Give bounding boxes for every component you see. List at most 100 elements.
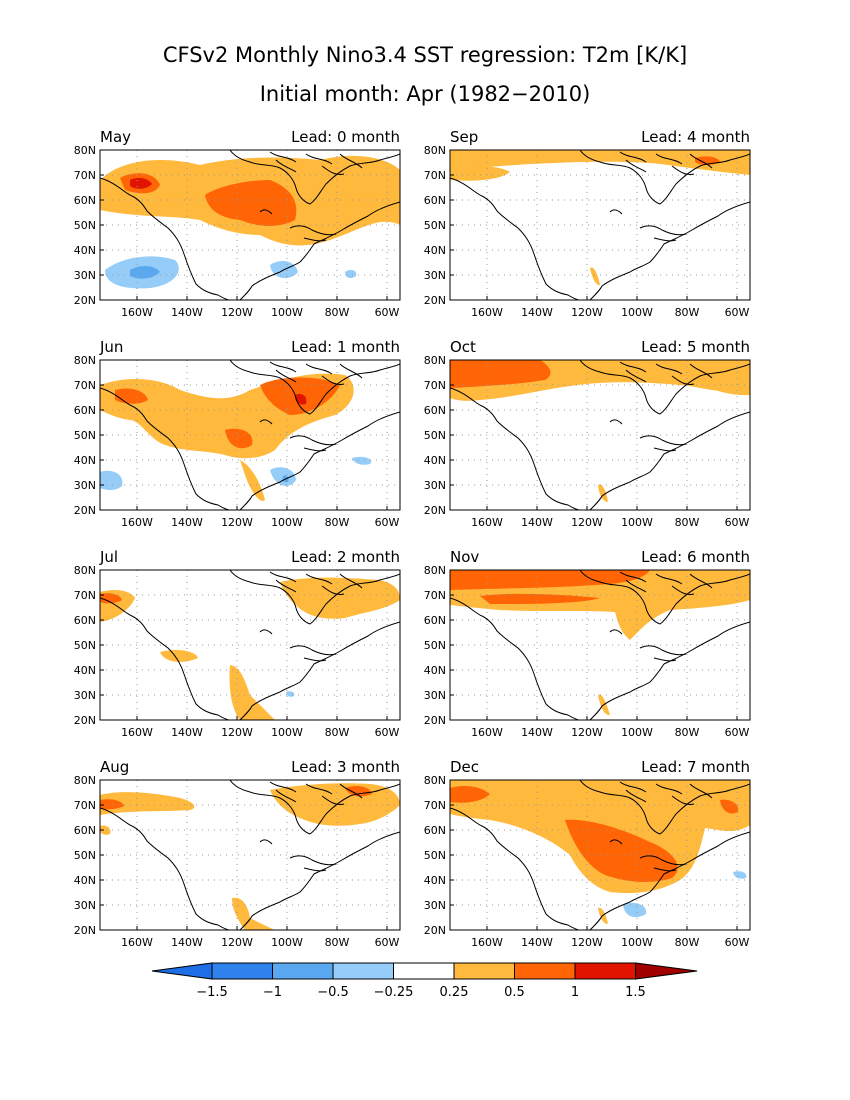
- map-panel-nov: Nov Lead: 6 month: [450, 548, 750, 721]
- shading: [100, 578, 400, 720]
- shaded-region: [733, 871, 746, 879]
- panel-lead: Lead: 2 month: [291, 548, 400, 566]
- colorbar-label: −0.5: [317, 985, 349, 1000]
- panel-month: May: [100, 128, 131, 146]
- lat-tick-label: 80N: [424, 354, 446, 367]
- lat-tick-label: 60N: [424, 824, 446, 837]
- lat-tick-label: 70N: [74, 379, 96, 392]
- lat-tick-label: 50N: [424, 639, 446, 652]
- lat-tick-label: 30N: [424, 269, 446, 282]
- shading: [450, 780, 750, 924]
- lon-tick-label: 60W: [725, 516, 750, 529]
- panel-month: Aug: [100, 758, 129, 776]
- lon-tick-label: 140W: [521, 516, 553, 529]
- colorbar-segment: [515, 963, 576, 979]
- lon-tick-label: 100W: [621, 726, 653, 739]
- lon-tick-label: 60W: [725, 726, 750, 739]
- lat-tick-label: 40N: [74, 664, 96, 677]
- lat-tick-label: 60N: [424, 194, 446, 207]
- lon-tick-label: 80W: [325, 306, 350, 319]
- shaded-region: [450, 166, 510, 181]
- lat-tick-label: 60N: [74, 824, 96, 837]
- lat-tick-label: 40N: [424, 664, 446, 677]
- lat-tick-label: 70N: [424, 379, 446, 392]
- lon-tick-label: 120W: [221, 726, 253, 739]
- panel-lead: Lead: 3 month: [291, 758, 400, 776]
- lat-tick-label: 20N: [74, 294, 96, 307]
- lat-tick-label: 50N: [74, 849, 96, 862]
- map-panel-oct: Oct Lead: 5 month: [450, 338, 750, 511]
- lat-tick-label: 50N: [74, 219, 96, 232]
- lat-tick-label: 40N: [74, 244, 96, 257]
- lon-tick-label: 140W: [171, 306, 203, 319]
- lat-tick-label: 20N: [74, 504, 96, 517]
- lon-tick-label: 60W: [375, 306, 400, 319]
- lat-tick-label: 80N: [424, 144, 446, 157]
- lat-tick-label: 80N: [424, 564, 446, 577]
- lon-tick-label: 160W: [121, 726, 153, 739]
- lat-tick-label: 30N: [424, 899, 446, 912]
- regression-map-figure: CFSv2 Monthly Nino3.4 SST regression: T2…: [0, 0, 850, 1100]
- lon-tick-label: 160W: [121, 936, 153, 949]
- map-panel-may: May Lead: 0 month: [100, 128, 400, 301]
- lat-tick-label: 30N: [74, 479, 96, 492]
- lat-tick-label: 80N: [424, 774, 446, 787]
- lon-tick-label: 100W: [271, 936, 303, 949]
- map-panel-sep: Sep Lead: 4 month: [450, 128, 750, 301]
- panel-month: Nov: [450, 548, 479, 566]
- map-panel-aug: Aug Lead: 3 month: [100, 758, 400, 931]
- lon-tick-label: 120W: [221, 936, 253, 949]
- lat-tick-label: 70N: [74, 169, 96, 182]
- lat-tick-label: 60N: [424, 404, 446, 417]
- lon-tick-label: 60W: [375, 516, 400, 529]
- lat-tick-label: 70N: [74, 799, 96, 812]
- colorbar: −1.5 −1 −0.5 −0.25 0.25 0.5 1 1.5: [152, 963, 697, 1000]
- panel-lead: Lead: 4 month: [641, 128, 750, 146]
- lat-tick-label: 30N: [74, 269, 96, 282]
- lon-tick-label: 100W: [621, 516, 653, 529]
- colorbar-segment: [575, 963, 636, 979]
- colorbar-low-arrow: [152, 963, 212, 979]
- lon-tick-label: 120W: [571, 516, 603, 529]
- panel-lead: Lead: 5 month: [641, 338, 750, 356]
- lat-tick-label: 30N: [74, 899, 96, 912]
- lat-tick-label: 50N: [424, 219, 446, 232]
- lat-tick-label: 80N: [74, 774, 96, 787]
- lon-tick-label: 100W: [621, 936, 653, 949]
- lat-tick-label: 20N: [424, 714, 446, 727]
- lat-tick-label: 70N: [74, 589, 96, 602]
- lat-tick-label: 20N: [74, 714, 96, 727]
- shaded-region: [286, 691, 294, 697]
- lat-tick-label: 40N: [424, 244, 446, 257]
- lon-tick-label: 80W: [325, 936, 350, 949]
- lat-tick-label: 70N: [424, 169, 446, 182]
- panel-lead: Lead: 0 month: [291, 128, 400, 146]
- shaded-region: [352, 457, 371, 465]
- map-panel-dec: Dec Lead: 7 month: [450, 758, 750, 931]
- lon-tick-label: 140W: [521, 726, 553, 739]
- lon-tick-label: 120W: [221, 306, 253, 319]
- lon-tick-label: 100W: [271, 516, 303, 529]
- lon-tick-label: 80W: [675, 726, 700, 739]
- colorbar-label: 1.5: [625, 985, 646, 1000]
- lat-tick-label: 60N: [74, 404, 96, 417]
- shading: [100, 374, 371, 501]
- lon-tick-label: 120W: [571, 936, 603, 949]
- shading: [450, 150, 750, 285]
- panel-lead: Lead: 6 month: [641, 548, 750, 566]
- lon-tick-label: 120W: [571, 306, 603, 319]
- lat-tick-label: 80N: [74, 564, 96, 577]
- panel-month: Jul: [99, 548, 118, 566]
- shaded-region: [240, 460, 265, 501]
- lon-tick-label: 60W: [375, 936, 400, 949]
- lat-tick-label: 60N: [424, 614, 446, 627]
- lat-tick-label: 80N: [74, 144, 96, 157]
- lat-tick-label: 50N: [74, 639, 96, 652]
- lon-tick-label: 140W: [521, 306, 553, 319]
- colorbar-label: −1: [263, 985, 282, 1000]
- colorbar-segment: [333, 963, 394, 979]
- lat-tick-label: 30N: [424, 479, 446, 492]
- colorbar-label: 1: [571, 985, 579, 1000]
- lon-tick-label: 160W: [121, 516, 153, 529]
- panel-lead: Lead: 1 month: [291, 338, 400, 356]
